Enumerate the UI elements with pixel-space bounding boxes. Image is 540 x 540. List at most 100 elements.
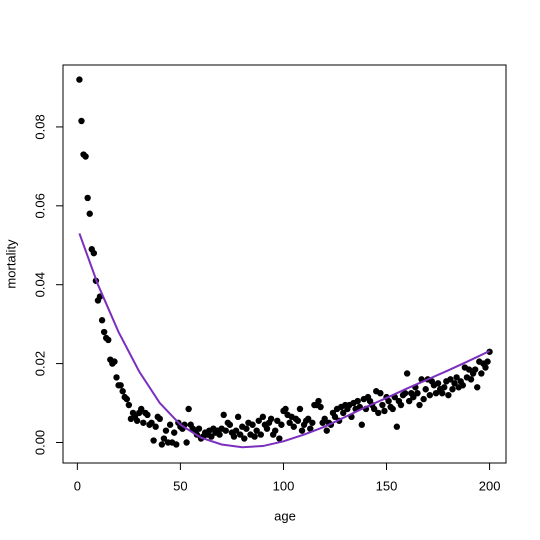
point — [138, 405, 145, 413]
point — [185, 405, 192, 413]
point — [459, 382, 466, 389]
point — [305, 415, 312, 423]
point — [150, 437, 157, 444]
point — [263, 425, 271, 432]
point — [451, 380, 458, 387]
point — [125, 401, 133, 409]
point — [478, 370, 485, 377]
point — [375, 409, 382, 417]
point — [290, 423, 297, 430]
x-tick-label: 100 — [273, 478, 295, 493]
point — [465, 366, 473, 373]
point — [317, 403, 324, 411]
point — [226, 421, 234, 428]
point — [113, 374, 120, 381]
point — [208, 433, 215, 440]
point — [234, 413, 242, 421]
point — [255, 417, 262, 424]
point — [140, 419, 147, 426]
point — [152, 423, 159, 430]
point — [340, 409, 347, 417]
point — [438, 389, 446, 397]
point — [296, 405, 304, 413]
point — [119, 388, 126, 395]
point — [230, 433, 238, 440]
point — [148, 419, 155, 426]
x-axis-label: age — [274, 508, 296, 523]
point — [397, 401, 405, 409]
point — [156, 415, 163, 423]
point — [251, 433, 258, 440]
point — [259, 413, 267, 421]
point — [86, 210, 93, 217]
point — [434, 380, 442, 387]
point — [160, 435, 168, 442]
y-tick-label: 0.02 — [32, 351, 47, 376]
point — [401, 389, 409, 397]
point — [471, 366, 479, 373]
point — [447, 376, 454, 383]
point — [445, 391, 452, 399]
point — [381, 407, 388, 415]
point — [315, 397, 322, 405]
point — [82, 153, 89, 160]
x-tick-label: 0 — [74, 478, 81, 493]
point — [183, 439, 190, 446]
point — [307, 425, 314, 432]
point — [420, 395, 427, 403]
point — [249, 421, 256, 428]
point — [377, 389, 384, 397]
point — [294, 417, 302, 424]
point — [267, 415, 275, 423]
fit-line — [78, 233, 491, 449]
point — [195, 425, 203, 432]
x-tick-label: 50 — [173, 478, 187, 493]
point — [286, 419, 293, 426]
point — [78, 117, 85, 125]
point — [354, 397, 361, 405]
point — [257, 431, 264, 438]
point — [105, 336, 112, 344]
point — [272, 427, 279, 434]
point — [282, 405, 289, 413]
point — [426, 391, 434, 399]
y-tick-label: 0.00 — [32, 430, 47, 455]
point — [241, 435, 248, 442]
x-tick-label: 150 — [376, 478, 398, 493]
y-tick-label: 0.04 — [32, 272, 47, 297]
point — [222, 427, 229, 434]
point — [133, 417, 141, 424]
point — [220, 411, 227, 419]
point — [123, 395, 131, 403]
point — [276, 435, 283, 442]
point — [484, 358, 491, 365]
point — [358, 421, 365, 428]
point — [441, 384, 448, 391]
point — [162, 427, 170, 434]
point — [370, 405, 378, 413]
y-tick-label: 0.06 — [32, 193, 47, 218]
point — [253, 427, 260, 434]
point — [410, 393, 417, 401]
y-axis-label: mortality — [3, 239, 18, 289]
point — [111, 358, 118, 365]
point — [243, 425, 250, 432]
x-tick-label: 200 — [479, 478, 501, 493]
point — [278, 421, 285, 428]
point — [100, 328, 108, 336]
point — [453, 374, 460, 381]
point — [321, 415, 328, 423]
point — [414, 389, 421, 397]
point — [76, 76, 83, 83]
point — [90, 249, 98, 257]
point — [331, 413, 339, 421]
point — [117, 382, 124, 389]
point — [416, 401, 423, 409]
point — [385, 397, 392, 405]
point — [323, 427, 330, 434]
point — [403, 370, 411, 377]
point — [298, 427, 306, 434]
point — [389, 405, 396, 413]
